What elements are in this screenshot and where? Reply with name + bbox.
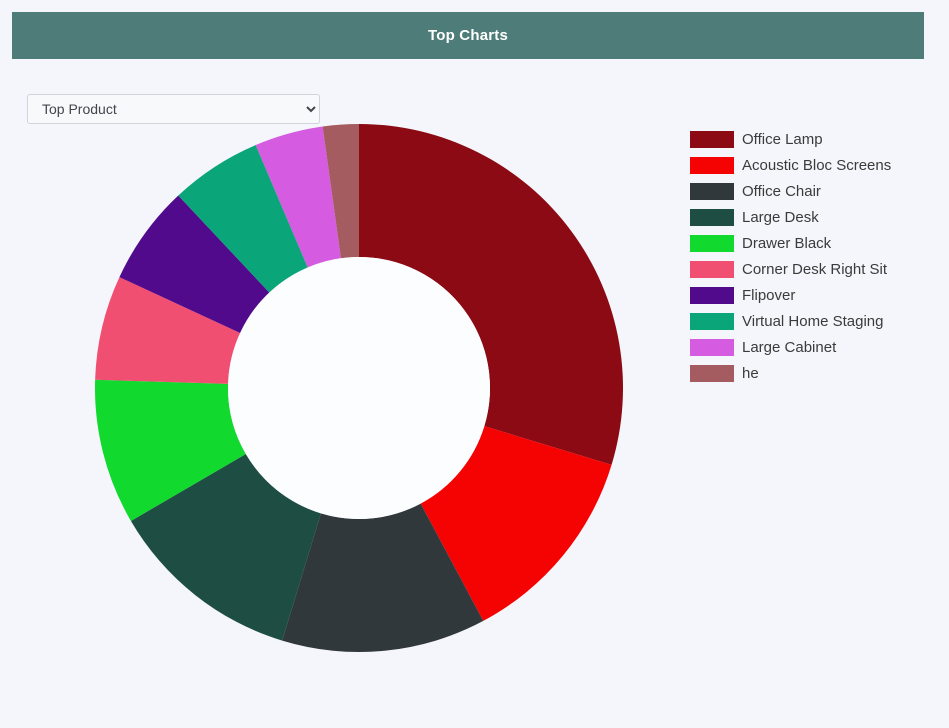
legend-swatch: [690, 131, 734, 148]
header-bar: Top Charts: [12, 12, 924, 59]
legend-label: Flipover: [742, 287, 796, 304]
legend-label: Large Desk: [742, 209, 819, 226]
donut-chart[interactable]: [95, 124, 623, 652]
legend-swatch: [690, 209, 734, 226]
legend-item[interactable]: Office Lamp: [690, 131, 891, 148]
donut-slice[interactable]: [178, 145, 308, 293]
legend-swatch: [690, 157, 734, 174]
legend-label: Corner Desk Right Sit: [742, 261, 888, 278]
page-title: Top Charts: [427, 27, 509, 44]
legend-label: Drawer Black: [742, 235, 832, 252]
donut-slice[interactable]: [359, 124, 623, 465]
chart-legend: Office Lamp Acoustic Bloc Screens Office C…: [690, 131, 891, 382]
donut-slice[interactable]: [282, 503, 484, 652]
legend-swatch: [690, 339, 734, 356]
donut-slice[interactable]: [420, 426, 612, 621]
donut-hole: [228, 257, 490, 519]
legend-swatch: [690, 313, 734, 330]
legend-item[interactable]: Corner Desk Right Sit: [690, 261, 891, 278]
donut-slice[interactable]: [322, 124, 359, 259]
legend-label: Large Cabinet: [742, 339, 837, 356]
chart-type-select[interactable]: Top Product: [27, 94, 320, 124]
legend-label: Office Chair: [742, 183, 821, 200]
donut-slice[interactable]: [95, 277, 241, 384]
legend-item[interactable]: Flipover: [690, 287, 891, 304]
legend-swatch: [690, 235, 734, 252]
legend-label: Acoustic Bloc Screens: [742, 157, 892, 174]
legend-swatch: [690, 365, 734, 382]
donut-slice[interactable]: [95, 379, 246, 521]
legend-label: Virtual Home Staging: [742, 313, 884, 330]
legend-swatch: [690, 261, 734, 278]
legend-swatch: [690, 287, 734, 304]
legend-item[interactable]: Drawer Black: [690, 235, 891, 252]
legend-label: Office Lamp: [742, 131, 823, 148]
legend-label: he: [742, 365, 759, 382]
legend-item[interactable]: he: [690, 365, 891, 382]
donut-slice[interactable]: [130, 453, 321, 641]
legend-item[interactable]: Office Chair: [690, 183, 891, 200]
legend-swatch: [690, 183, 734, 200]
donut-slice[interactable]: [255, 126, 341, 268]
legend-item[interactable]: Large Cabinet: [690, 339, 891, 356]
donut-slice[interactable]: [119, 195, 270, 333]
legend-item[interactable]: Large Desk: [690, 209, 891, 226]
legend-item[interactable]: Acoustic Bloc Screens: [690, 157, 891, 174]
legend-item[interactable]: Virtual Home Staging: [690, 313, 891, 330]
